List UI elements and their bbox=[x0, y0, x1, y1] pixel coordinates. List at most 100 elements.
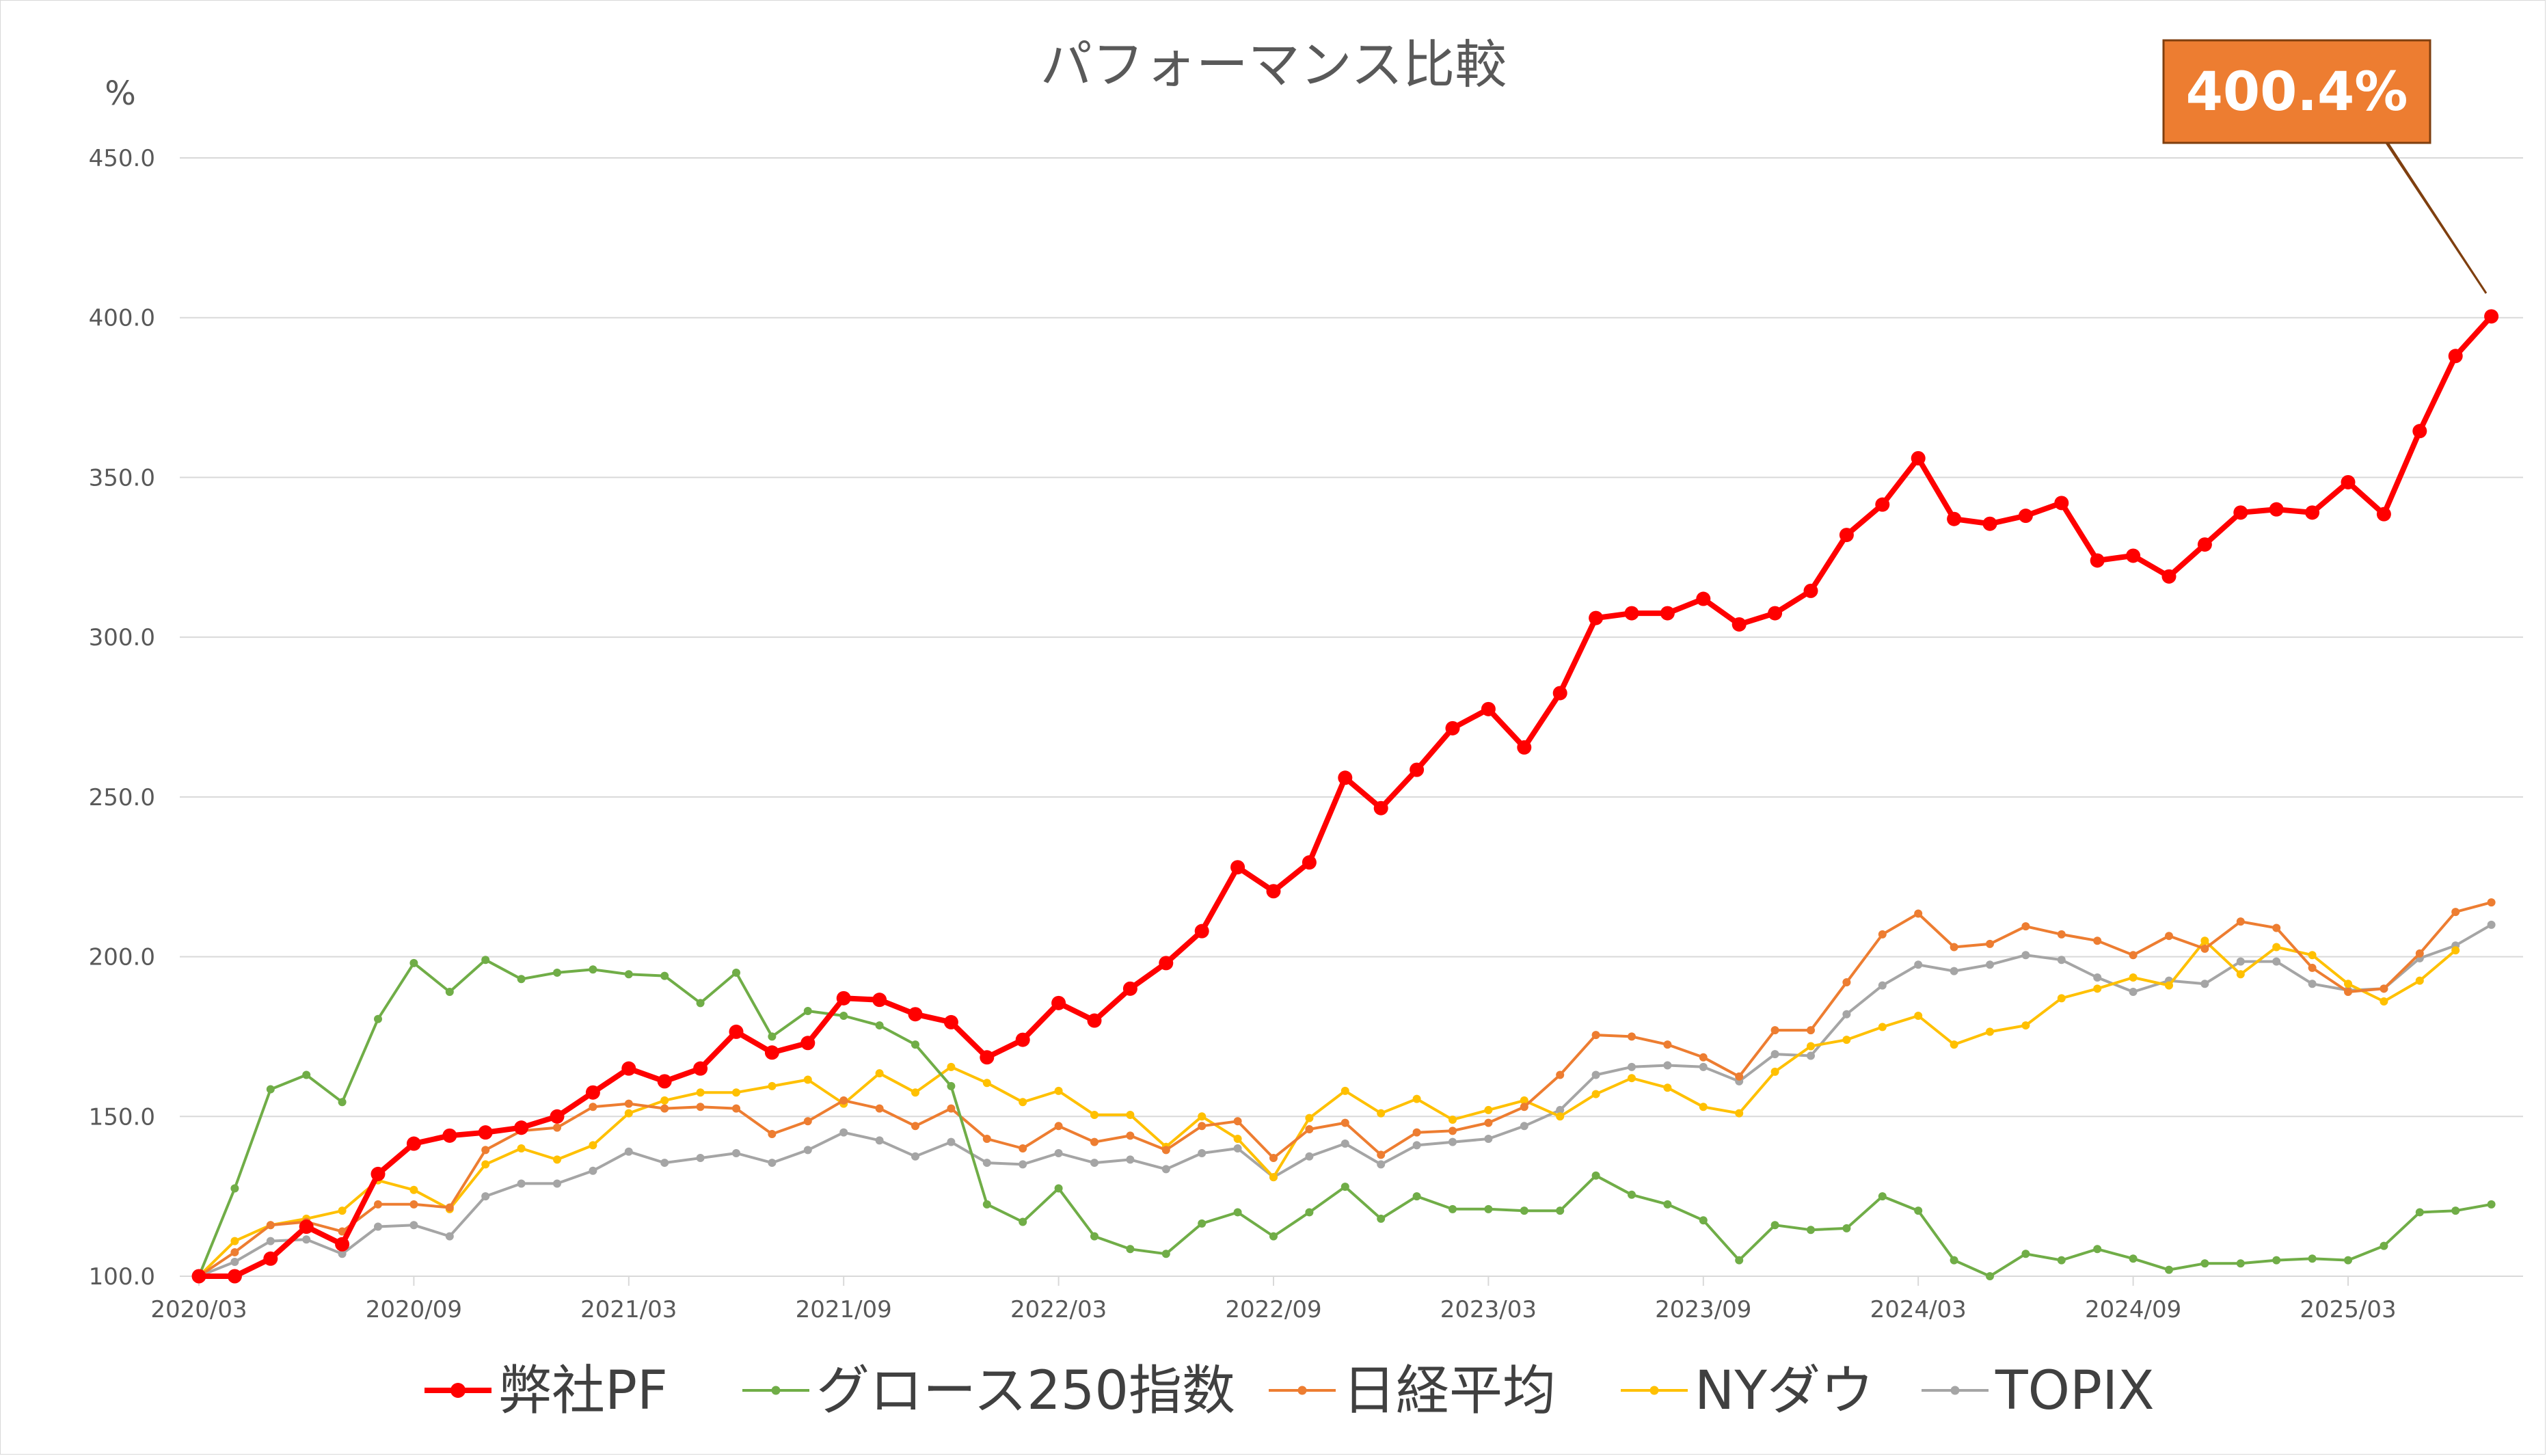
data-point bbox=[481, 956, 490, 965]
data-point bbox=[1377, 1214, 1386, 1223]
data-point bbox=[1591, 1090, 1600, 1098]
data-point bbox=[1842, 1010, 1851, 1019]
data-point bbox=[1090, 1137, 1099, 1146]
data-point bbox=[1126, 1110, 1135, 1119]
data-point bbox=[589, 1103, 597, 1111]
data-point bbox=[875, 1069, 884, 1078]
data-point bbox=[1340, 1118, 1349, 1127]
data-point bbox=[481, 1146, 490, 1155]
data-point bbox=[2412, 424, 2427, 439]
data-point bbox=[1233, 1144, 1242, 1153]
data-point bbox=[2341, 474, 2356, 489]
data-point bbox=[1803, 583, 1818, 598]
data-point bbox=[729, 1024, 744, 1039]
data-point bbox=[657, 1074, 672, 1089]
data-point bbox=[1484, 1135, 1493, 1144]
data-point bbox=[2129, 951, 2138, 960]
data-point bbox=[2200, 1259, 2209, 1268]
data-point bbox=[1448, 1127, 1457, 1135]
data-point bbox=[768, 1159, 777, 1168]
data-point bbox=[2165, 932, 2173, 941]
data-point bbox=[696, 999, 705, 1008]
data-point bbox=[481, 1192, 490, 1201]
data-point bbox=[800, 1036, 816, 1051]
data-point bbox=[2236, 970, 2245, 979]
data-point bbox=[696, 1088, 705, 1097]
data-point bbox=[1122, 981, 1137, 996]
data-point bbox=[624, 1109, 633, 1118]
y-tick-label: 400.0 bbox=[89, 305, 155, 332]
data-point bbox=[1628, 1062, 1636, 1071]
data-point bbox=[1269, 1173, 1278, 1182]
data-point bbox=[2272, 1256, 2281, 1265]
legend-item: TOPIX bbox=[1922, 1360, 2155, 1422]
data-point bbox=[338, 1250, 347, 1258]
series-layer bbox=[191, 309, 2499, 1284]
data-point bbox=[2236, 1259, 2245, 1268]
data-point bbox=[2200, 980, 2209, 988]
data-point bbox=[2165, 1265, 2173, 1274]
data-point bbox=[839, 1096, 848, 1105]
data-point bbox=[1950, 943, 1958, 952]
data-point bbox=[1412, 1192, 1421, 1201]
y-tick-label: 100.0 bbox=[89, 1263, 155, 1291]
data-point bbox=[660, 1104, 669, 1113]
data-point bbox=[481, 1160, 490, 1169]
legend-label: 日経平均 bbox=[1343, 1360, 1556, 1422]
data-point bbox=[2344, 1256, 2352, 1265]
series-0 bbox=[191, 309, 2499, 1284]
data-point bbox=[624, 1147, 633, 1156]
data-point bbox=[1377, 1150, 1386, 1159]
data-point bbox=[338, 1098, 347, 1107]
data-point bbox=[1914, 1012, 1923, 1021]
data-point bbox=[1126, 1131, 1135, 1140]
data-point bbox=[621, 1061, 636, 1076]
data-point bbox=[445, 987, 454, 996]
data-point bbox=[2269, 502, 2284, 517]
data-point bbox=[980, 1050, 995, 1065]
data-point bbox=[2376, 507, 2391, 522]
data-point bbox=[2487, 1200, 2496, 1209]
x-tick-label: 2023/03 bbox=[1440, 1296, 1537, 1323]
data-point bbox=[409, 1221, 418, 1230]
data-point bbox=[2057, 930, 2066, 939]
data-point bbox=[266, 1237, 275, 1245]
legend-swatch-marker bbox=[1649, 1386, 1659, 1395]
data-point bbox=[2021, 1021, 2030, 1030]
data-point bbox=[1770, 1221, 1779, 1230]
data-point bbox=[2344, 987, 2352, 996]
data-point bbox=[1770, 1067, 1779, 1076]
data-point bbox=[947, 1062, 956, 1071]
data-point bbox=[1305, 1114, 1314, 1122]
data-point bbox=[406, 1136, 421, 1151]
data-point bbox=[1982, 516, 1997, 531]
data-point bbox=[553, 1155, 561, 1164]
data-point bbox=[230, 1248, 239, 1256]
y-tick-label: 300.0 bbox=[89, 624, 155, 651]
data-point bbox=[1054, 1122, 1063, 1131]
data-point bbox=[2308, 980, 2317, 988]
data-point bbox=[1878, 1023, 1887, 1032]
data-point bbox=[947, 1104, 956, 1113]
data-point bbox=[1696, 591, 1711, 606]
data-point bbox=[1161, 1165, 1170, 1174]
data-point bbox=[1950, 1256, 1958, 1265]
data-point bbox=[803, 1117, 812, 1126]
data-point bbox=[1484, 1118, 1493, 1127]
data-point bbox=[908, 1007, 923, 1022]
data-point bbox=[1986, 1027, 1994, 1036]
data-point bbox=[911, 1088, 919, 1097]
data-point bbox=[2305, 505, 2320, 520]
data-point bbox=[1556, 1206, 1565, 1215]
legend-item: 弊社PF bbox=[424, 1360, 668, 1422]
data-point bbox=[1269, 1154, 1278, 1163]
data-point bbox=[982, 1200, 991, 1209]
data-point bbox=[585, 1085, 600, 1100]
data-point bbox=[338, 1206, 347, 1215]
data-point bbox=[1484, 1204, 1493, 1213]
data-point bbox=[553, 1179, 561, 1188]
x-tick-label: 2025/03 bbox=[2300, 1296, 2396, 1323]
data-point bbox=[1198, 1149, 1207, 1158]
data-point bbox=[1377, 1160, 1386, 1169]
data-point bbox=[1198, 1112, 1207, 1121]
